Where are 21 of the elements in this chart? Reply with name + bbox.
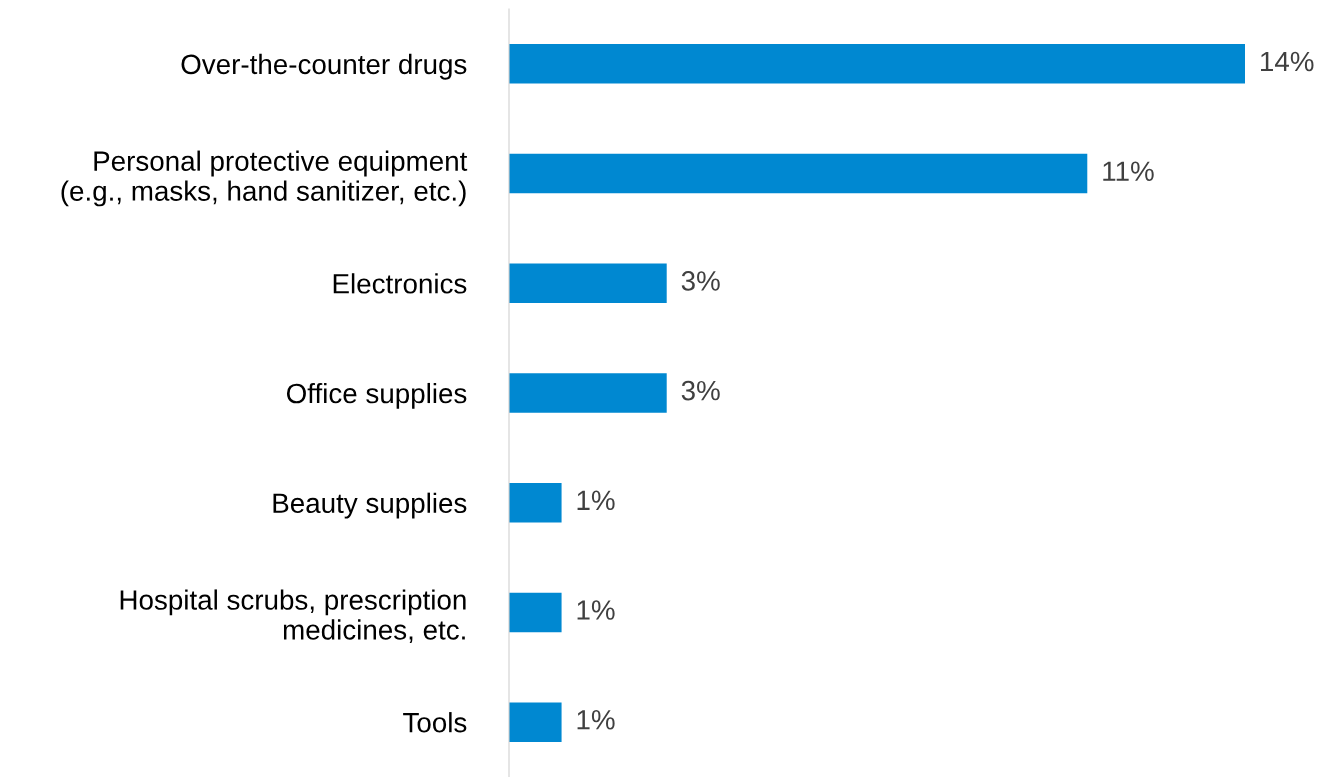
data-label: 3% xyxy=(681,271,720,291)
y-tick-label: Tools xyxy=(403,712,467,733)
data-label: 3% xyxy=(681,380,720,401)
data-label: 11% xyxy=(1103,161,1154,181)
y-tick-label: Hospital scrubs, prescription medicines, etc. xyxy=(120,589,466,644)
bar xyxy=(509,153,1088,194)
bar xyxy=(509,592,562,633)
bar xyxy=(509,44,1245,84)
bar xyxy=(509,482,562,523)
bar xyxy=(509,263,667,304)
y-tick-label: Beauty supplies xyxy=(273,492,467,519)
y-tick-label: Personal protective equipment (e.g., masks, hand sanitizer, etc.) xyxy=(61,150,468,207)
data-label: 1% xyxy=(577,600,615,620)
y-tick-label: Electronics xyxy=(333,273,467,294)
data-label: 14% xyxy=(1261,51,1314,72)
y-tick-label: Over-the-counter drugs xyxy=(181,53,467,80)
data-label: 1% xyxy=(577,490,615,511)
bar xyxy=(509,702,562,742)
data-label: 1% xyxy=(577,710,615,730)
bar xyxy=(509,373,667,413)
y-tick-label: Office supplies xyxy=(286,382,467,409)
